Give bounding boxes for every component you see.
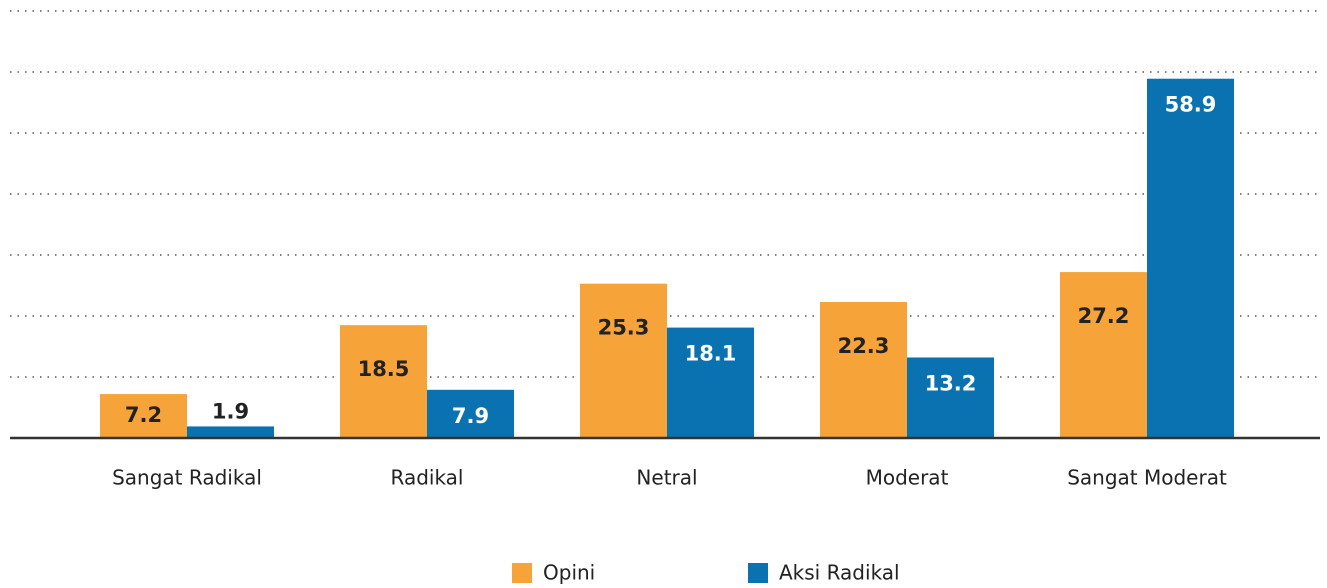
legend-label: Aksi Radikal (779, 561, 900, 585)
bar (187, 426, 274, 438)
value-label: 25.3 (598, 316, 650, 340)
x-tick-label: Moderat (866, 466, 949, 490)
legend-label: Opini (543, 561, 595, 585)
bar (427, 389, 514, 438)
bar (820, 301, 907, 438)
bar (907, 357, 994, 438)
x-tick-label: Netral (636, 466, 697, 490)
value-label: 7.9 (452, 404, 489, 428)
bar (580, 283, 667, 438)
value-label: 58.9 (1165, 93, 1217, 117)
value-label: 7.2 (125, 403, 162, 427)
bar (100, 394, 187, 438)
x-tick-label: Sangat Radikal (112, 466, 262, 490)
bar (1060, 272, 1147, 438)
value-label: 22.3 (838, 334, 890, 358)
x-tick-label: Sangat Moderat (1067, 466, 1227, 490)
value-label: 18.1 (685, 342, 737, 366)
value-label: 1.9 (212, 399, 249, 423)
value-label: 18.5 (358, 357, 410, 381)
value-label: 27.2 (1078, 304, 1130, 328)
legend-swatch (748, 563, 768, 583)
bar (340, 325, 427, 438)
bar (667, 327, 754, 438)
legend-swatch (512, 563, 532, 583)
x-tick-label: Radikal (390, 466, 463, 490)
bar (1147, 78, 1234, 439)
value-label: 13.2 (925, 371, 977, 395)
